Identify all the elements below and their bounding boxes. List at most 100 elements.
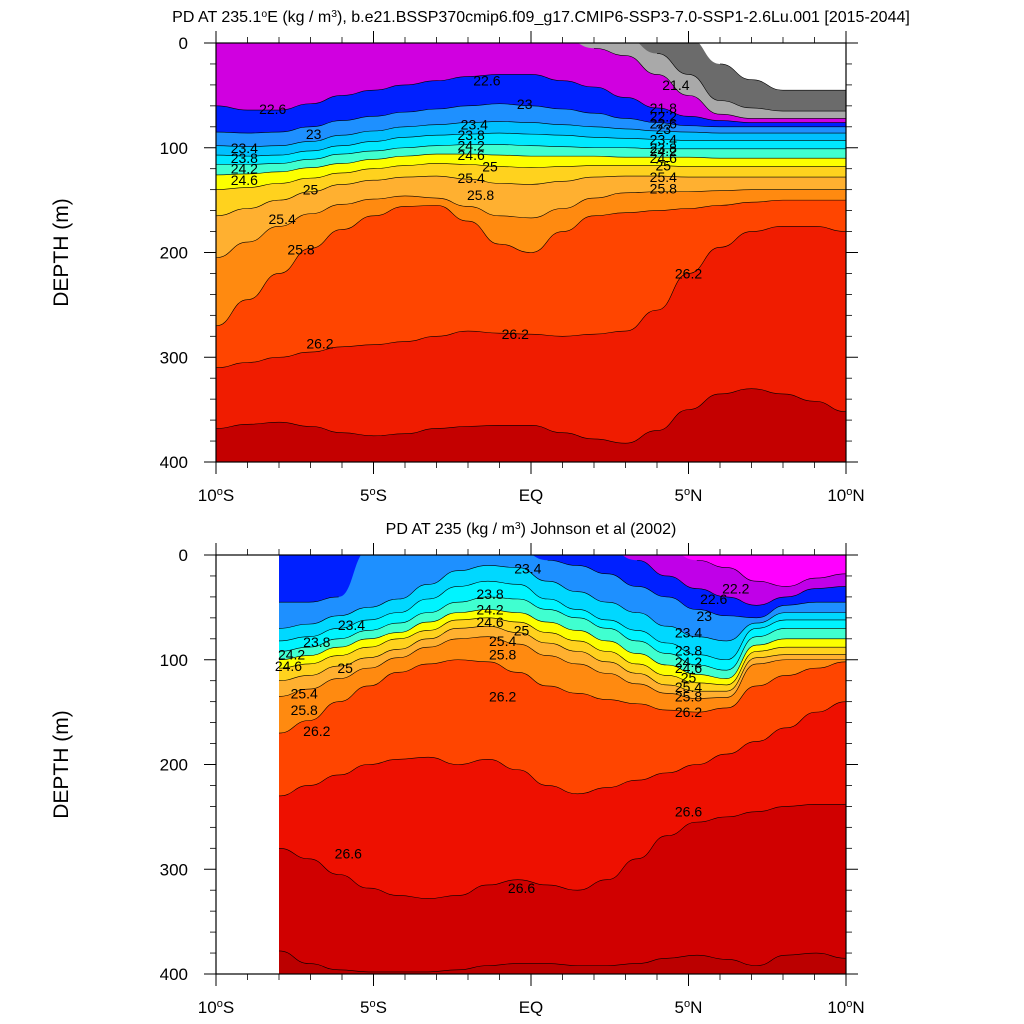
contour-line-24.6: [216, 153, 846, 176]
contour-label: 25.4: [650, 169, 677, 185]
contour-label: 25.8: [650, 181, 677, 197]
contour-label: 25: [337, 660, 353, 676]
y-tick-label: 400: [160, 453, 188, 472]
contour-label: 23: [696, 608, 712, 624]
contour-line-25: [216, 163, 846, 190]
contour-line-25.8: [216, 189, 846, 259]
contour-label: 25.4: [675, 679, 702, 695]
y-axis: 0 100 200 300 400: [160, 34, 858, 472]
contour-label: 25.8: [291, 702, 318, 718]
y-tick-label: 300: [160, 348, 188, 367]
contour-label: 26.6: [675, 804, 702, 820]
contour-line-21.4: [719, 63, 846, 91]
contour-label: 22.2: [650, 108, 677, 124]
contour-label: 25.4: [269, 211, 296, 227]
contour-label: 25.4: [489, 633, 516, 649]
panel-2: 23.423.824.224.62525.425.826.223.423.824…: [50, 521, 865, 1018]
contour-label: 26.2: [502, 326, 529, 342]
contour-line-27.4: [278, 950, 846, 973]
contour-label: 26.6: [508, 880, 535, 896]
contour-line-24.2: [216, 144, 846, 165]
contour-label: 23.8: [303, 634, 330, 650]
contour-line-26.2: [216, 199, 846, 327]
y-tick-label: 200: [160, 756, 188, 775]
contour-label: 23.8: [231, 150, 258, 166]
contour-label: 24.6: [650, 150, 677, 166]
x-tick-label: 5oS: [360, 998, 387, 1017]
contour-label: 26.2: [675, 704, 702, 720]
contour-line-22.2: [696, 559, 846, 587]
contour-label: 23.8: [458, 127, 485, 143]
contour-line-22.6: [637, 559, 846, 606]
y-tick-label: 0: [179, 34, 188, 53]
contour-line-23: [279, 596, 339, 603]
contour-label: 23.4: [650, 131, 677, 147]
x-tick-label: 10oS: [198, 998, 234, 1017]
contour-label: 24.6: [231, 172, 258, 188]
contour-label: 24.6: [458, 147, 485, 163]
x-tick-label: 5oN: [675, 486, 703, 505]
x-axis: 10oS 5oS EQ 5oN 10oN: [198, 543, 865, 1017]
contour-label: 22.6: [473, 73, 500, 89]
contour-line-26.6: [278, 701, 846, 797]
contour-label: 24.2: [650, 143, 677, 159]
x-axis: 10oS 5oS EQ 5oN 10oN: [198, 31, 865, 505]
contour-line-23.4: [216, 121, 846, 148]
contour-label: 24.6: [476, 614, 503, 630]
contour-label: 22.6: [650, 116, 677, 132]
contour-line-23.8: [216, 132, 846, 157]
contour-label: 21.8: [650, 100, 677, 116]
contour-label: 22.6: [259, 101, 286, 117]
x-tick-label: 5oN: [675, 998, 703, 1017]
contour-label: 24.6: [275, 658, 302, 674]
contour-label: 26.2: [489, 688, 516, 704]
panel-1: 22.622.6232323.423.423.823.824.224.224.6…: [50, 9, 910, 506]
contour-label: 25: [303, 182, 319, 198]
y-axis-title: DEPTH (m): [50, 710, 73, 819]
contour-line-22.6: [216, 74, 846, 123]
contour-plot-area: 23.423.824.224.62525.425.826.223.423.824…: [275, 555, 846, 974]
contour-label: 25.4: [291, 685, 318, 701]
contour-label: 26.2: [306, 336, 333, 352]
contour-label: 23.4: [338, 617, 365, 633]
contour-line-23.4: [278, 565, 846, 642]
contour-line-22.2: [593, 47, 846, 119]
contour-label: 25: [656, 158, 672, 174]
x-tick-label: 5oS: [360, 486, 387, 505]
contour-label: 25: [681, 670, 697, 686]
contour-label: 25: [482, 159, 498, 175]
x-tick-label: EQ: [519, 486, 544, 505]
contour-line-26.2: [278, 659, 846, 734]
contour-label: 25.8: [467, 187, 494, 203]
contour-label: 23: [306, 126, 322, 142]
contour-label: 25.4: [458, 170, 485, 186]
y-tick-label: 400: [160, 965, 188, 984]
contour-label: 25.8: [489, 647, 516, 663]
x-tick-label: 10oN: [827, 486, 864, 505]
contour-label: 23.8: [476, 586, 503, 602]
contour-label: 24.2: [278, 647, 305, 663]
contour-label: 22.6: [700, 591, 727, 607]
contour-label: 25: [514, 622, 530, 638]
contour-label: 24.6: [675, 660, 702, 676]
y-tick-label: 100: [160, 651, 188, 670]
contour-label: 24.2: [476, 601, 503, 617]
contour-label: 21.4: [662, 77, 689, 93]
y-tick-label: 200: [160, 244, 188, 263]
y-tick-label: 100: [160, 139, 188, 158]
contour-label: 26.6: [335, 846, 362, 862]
contour-line-27: [216, 388, 846, 444]
contour-label: 24.2: [231, 161, 258, 177]
x-tick-label: 10oN: [827, 998, 864, 1017]
contour-line-23: [216, 103, 846, 134]
contour-label: 26.2: [675, 265, 702, 281]
x-tick-label: 10oS: [198, 486, 234, 505]
y-axis-title: DEPTH (m): [50, 198, 73, 307]
contour-line-23.8: [278, 580, 846, 661]
contour-line-27: [278, 804, 846, 899]
contour-label: 25.8: [675, 688, 702, 704]
contour-label: 23.4: [675, 625, 702, 641]
y-tick-label: 0: [179, 546, 188, 565]
contour-label: 23.4: [461, 117, 488, 133]
